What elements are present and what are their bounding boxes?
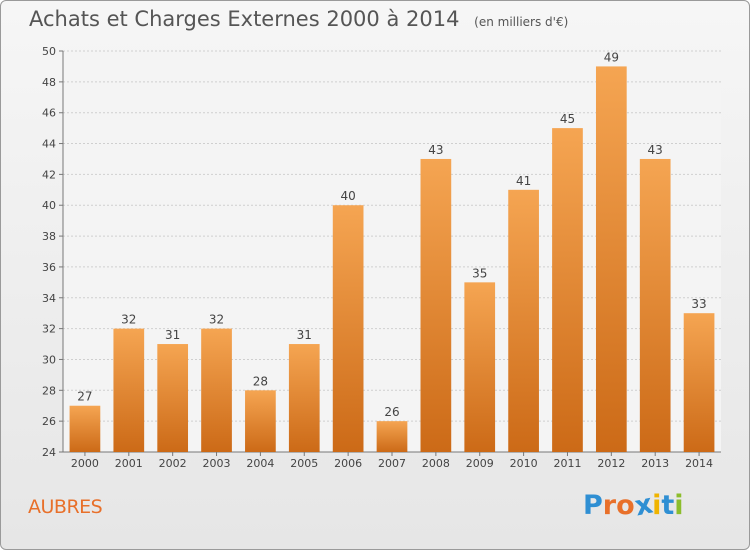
x-tick-label: 2010: [510, 457, 538, 470]
bar: [332, 205, 364, 452]
x-tick-label: 2004: [246, 457, 274, 470]
y-tick-label: 42: [42, 168, 56, 181]
data-label: 43: [648, 143, 663, 157]
bar: [508, 189, 539, 453]
data-label: 27: [77, 390, 92, 404]
data-label: 49: [604, 50, 619, 64]
x-tick-label: 2008: [422, 457, 450, 470]
proxiti-logo: Proxiti: [583, 489, 684, 523]
bar: [683, 313, 715, 452]
y-tick-label: 30: [42, 353, 56, 366]
y-tick-label: 50: [42, 45, 56, 58]
data-labels: 27 32 31 32 28 31 40 26 43 35 41 45 49 43 33: [77, 50, 706, 419]
x-tick-label: 2001: [115, 457, 143, 470]
y-tick-label: 40: [42, 199, 56, 212]
data-label: 32: [209, 313, 224, 327]
data-label: 31: [165, 328, 180, 342]
data-label: 28: [253, 374, 268, 388]
data-label: 41: [516, 174, 531, 188]
x-tick-label: 2009: [466, 457, 494, 470]
data-label: 32: [121, 313, 136, 327]
y-tick-label: 34: [42, 292, 56, 305]
x-tick-label: 2002: [159, 457, 187, 470]
bar: [639, 158, 671, 452]
city-name: AUBRES: [28, 496, 103, 518]
logo-letter: r: [602, 490, 617, 521]
bar: [157, 344, 189, 452]
x-tick-label: 2000: [71, 457, 99, 470]
data-label: 40: [340, 189, 355, 203]
chart-title-text: Achats et Charges Externes 2000 à 2014: [29, 7, 460, 31]
x-tick-label: 2007: [378, 457, 406, 470]
y-tick-label: 46: [42, 107, 56, 120]
chart-title: Achats et Charges Externes 2000 à 2014 (…: [29, 7, 568, 31]
bar: [595, 66, 627, 452]
y-tick-label: 44: [42, 138, 56, 151]
x-tick-label: 2013: [641, 457, 669, 470]
data-label: 45: [560, 112, 575, 126]
x-tick-label: 2003: [203, 457, 231, 470]
data-label: 35: [472, 266, 487, 280]
logo-letter: t: [661, 490, 675, 521]
x-tick-label: 2006: [334, 457, 362, 470]
x-tick-label: 2011: [553, 457, 581, 470]
y-tick-label: 36: [42, 261, 56, 274]
y-tick-label: 28: [42, 384, 56, 397]
bar: [288, 344, 320, 452]
x-tick-label: 2005: [290, 457, 318, 470]
logo-letter: o: [616, 490, 635, 521]
bar: [113, 328, 145, 452]
bar: [464, 282, 496, 452]
logo-letter: i: [674, 490, 684, 521]
bar: [376, 421, 408, 452]
chart-subtitle: (en milliers d'€): [474, 15, 569, 29]
data-label: 26: [384, 405, 399, 419]
bar: [552, 128, 583, 452]
y-tick-label: 48: [42, 76, 56, 89]
bar: [201, 328, 232, 452]
y-tick-label: 32: [42, 323, 56, 336]
bars: [69, 66, 715, 453]
bar: [245, 390, 276, 452]
bar: [69, 405, 101, 452]
logo-letter: P: [583, 490, 603, 521]
data-label: 33: [691, 297, 706, 311]
x-tick-label: 2012: [597, 457, 625, 470]
data-label: 43: [428, 143, 443, 157]
bar: [420, 158, 452, 452]
y-tick-label: 24: [42, 446, 56, 459]
y-tick-label: 38: [42, 230, 56, 243]
x-tick-label: 2014: [685, 457, 713, 470]
data-label: 31: [297, 328, 312, 342]
y-tick-label: 26: [42, 415, 56, 428]
logo-letter: i: [652, 490, 662, 521]
